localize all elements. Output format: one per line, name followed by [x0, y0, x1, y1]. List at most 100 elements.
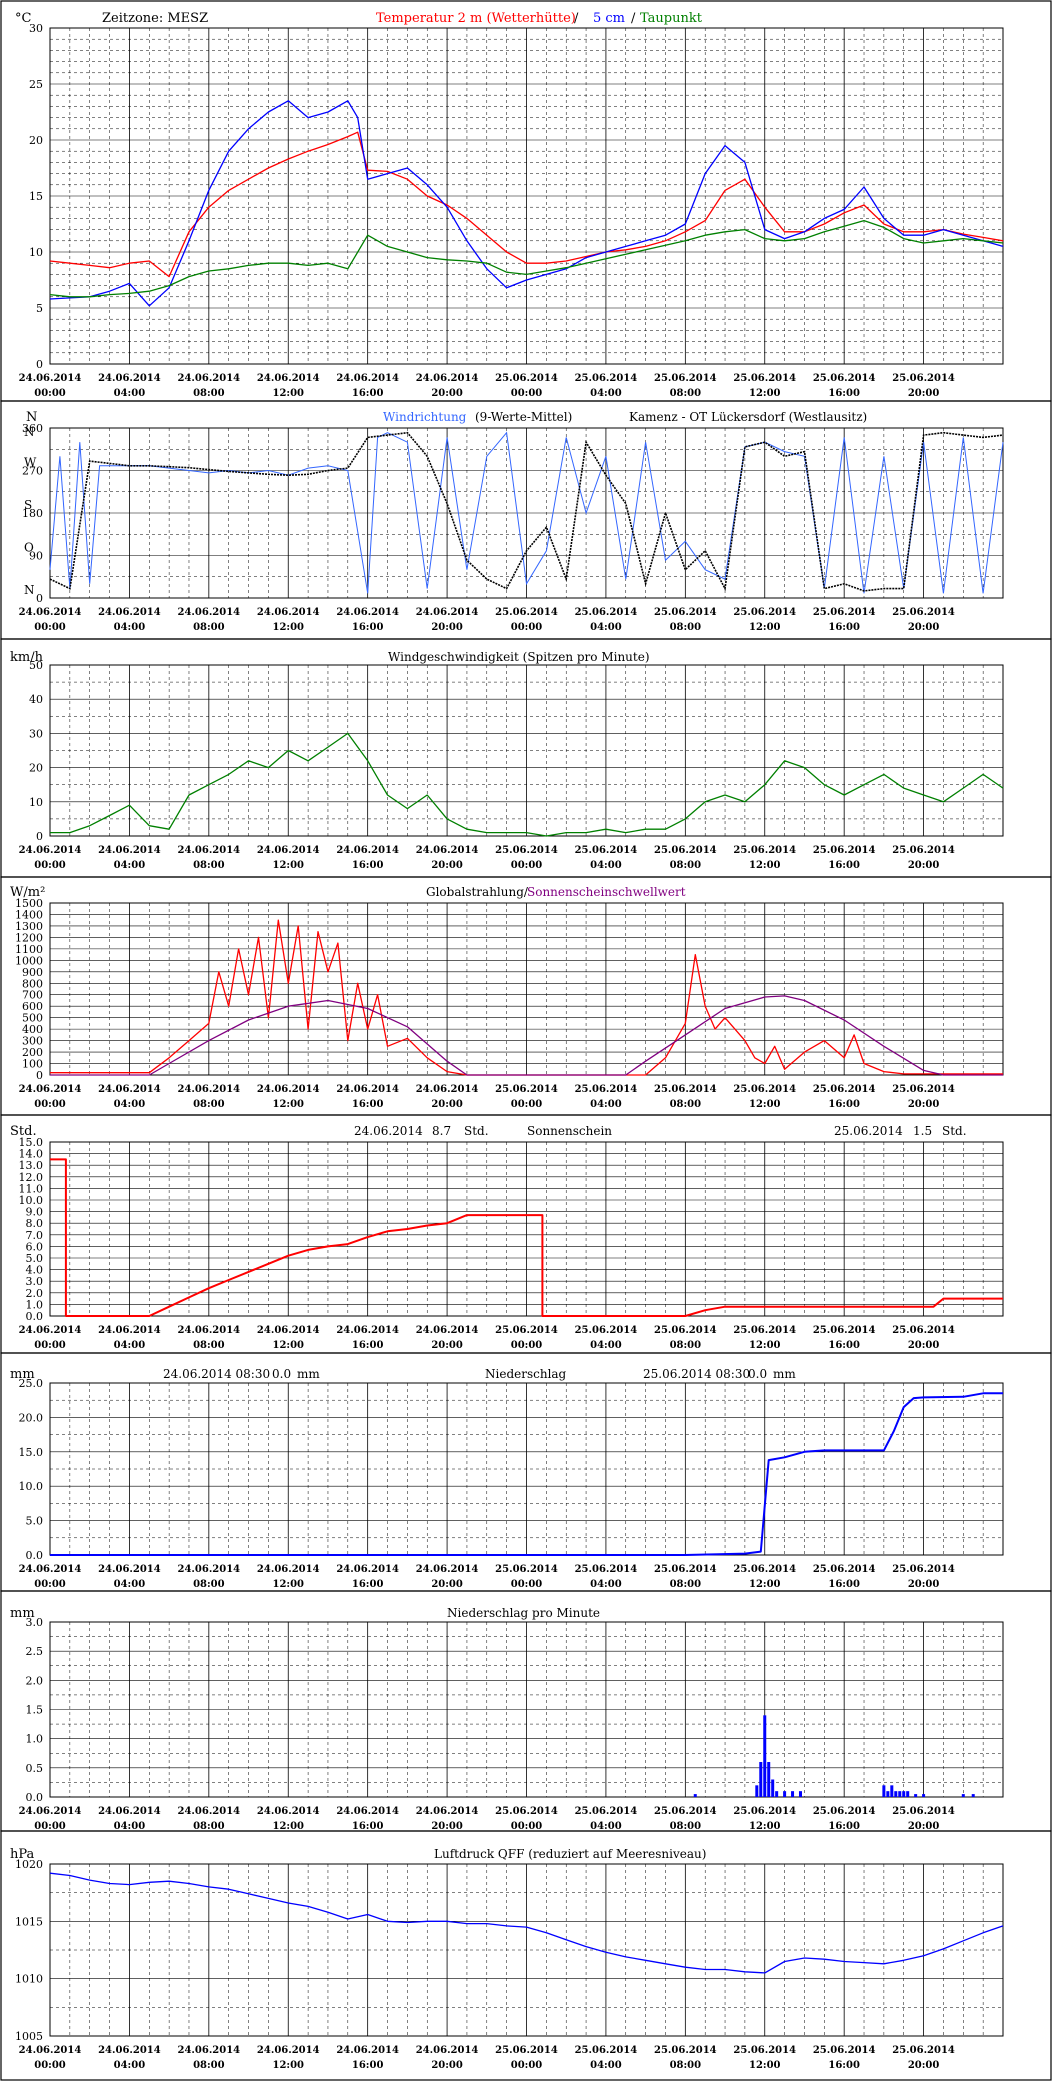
compass-label: O [24, 541, 34, 555]
x-tick-date: 25.06.2014 [654, 2045, 717, 2056]
y-unit-label: °C [15, 11, 32, 26]
x-tick-date: 25.06.2014 [495, 607, 558, 618]
x-tick-time: 20:00 [908, 860, 940, 871]
x-tick-date: 24.06.2014 [336, 1806, 399, 1817]
precip-bar [902, 1791, 906, 1797]
x-tick-time: 04:00 [114, 1821, 146, 1832]
x-tick-date: 24.06.2014 [257, 373, 320, 384]
x-tick-time: 08:00 [670, 1579, 702, 1590]
x-tick-date: 25.06.2014 [813, 1084, 876, 1095]
x-tick-time: 20:00 [908, 2060, 940, 2071]
y-tick-label: 5 [36, 302, 43, 315]
y-tick-label: 1100 [15, 943, 43, 956]
x-tick-time: 08:00 [670, 2060, 702, 2071]
series-line [50, 995, 1003, 1076]
x-tick-date: 24.06.2014 [257, 1806, 320, 1817]
x-tick-time: 00:00 [511, 2060, 543, 2071]
x-tick-time: 04:00 [590, 1340, 622, 1351]
x-tick-time: 20:00 [908, 1579, 940, 1590]
x-tick-date: 25.06.2014 [813, 845, 876, 856]
y-tick-label: 2.0 [26, 1287, 44, 1300]
y-tick-label: 200 [22, 1046, 43, 1059]
precip-bar [886, 1791, 890, 1797]
x-tick-time: 08:00 [193, 2060, 225, 2071]
x-tick-time: 12:00 [749, 1099, 781, 1110]
chart-header-text: 8.7 [432, 1124, 451, 1138]
x-tick-date: 24.06.2014 [19, 845, 82, 856]
y-tick-label: 7.0 [26, 1229, 44, 1242]
precip-bar [898, 1791, 902, 1797]
x-tick-date: 25.06.2014 [495, 1806, 558, 1817]
y-tick-label: 10 [29, 246, 43, 259]
x-tick-date: 25.06.2014 [892, 2045, 955, 2056]
y-tick-label: 0 [36, 358, 43, 371]
y-tick-label: 700 [22, 989, 43, 1002]
x-tick-date: 24.06.2014 [98, 1806, 161, 1817]
precip-bar [971, 1794, 975, 1797]
series-line [49, 131, 1004, 278]
x-tick-date: 24.06.2014 [98, 1084, 161, 1095]
x-tick-date: 24.06.2014 [178, 1806, 241, 1817]
precip-bar [759, 1762, 763, 1797]
x-tick-date: 25.06.2014 [813, 1806, 876, 1817]
x-tick-date: 24.06.2014 [98, 845, 161, 856]
x-tick-date: 25.06.2014 [575, 1084, 638, 1095]
y-unit-label: mm [10, 1606, 35, 1621]
chart-header-text: Windrichtung [383, 410, 467, 424]
x-tick-time: 08:00 [193, 1579, 225, 1590]
x-tick-time: 00:00 [34, 388, 66, 399]
x-tick-time: 16:00 [352, 622, 384, 633]
x-tick-date: 24.06.2014 [98, 2045, 161, 2056]
chart-header-text: Std. [464, 1124, 489, 1138]
x-tick-time: 00:00 [34, 1340, 66, 1351]
y-tick-label: 800 [22, 977, 43, 990]
x-tick-time: 16:00 [828, 1821, 860, 1832]
x-tick-time: 04:00 [114, 388, 146, 399]
x-tick-time: 00:00 [511, 622, 543, 633]
y-unit-label: Std. [10, 1124, 37, 1139]
x-tick-date: 25.06.2014 [892, 1325, 955, 1336]
chart-header-text: Std. [942, 1124, 967, 1138]
x-tick-time: 12:00 [749, 622, 781, 633]
x-tick-date: 25.06.2014 [575, 373, 638, 384]
y-tick-label: 4.0 [26, 1264, 44, 1277]
x-tick-time: 12:00 [272, 1579, 304, 1590]
y-tick-label: 1005 [15, 2030, 43, 2043]
x-tick-date: 24.06.2014 [416, 2045, 479, 2056]
x-tick-date: 25.06.2014 [495, 1084, 558, 1095]
y-tick-label: 11.0 [19, 1182, 44, 1195]
x-tick-time: 12:00 [749, 1821, 781, 1832]
x-tick-date: 24.06.2014 [416, 373, 479, 384]
x-tick-date: 24.06.2014 [336, 845, 399, 856]
chart-header-text: / [631, 11, 636, 26]
chart-header-text: Sonnenscheinschwellwert [527, 885, 686, 899]
chart-header-text: Taupunkt [640, 11, 703, 26]
chart-header-text: 25.06.2014 [834, 1124, 903, 1138]
x-tick-time: 20:00 [908, 1099, 940, 1110]
series-line [50, 1158, 1003, 1317]
precip-bar [783, 1791, 787, 1797]
y-tick-label: 3.0 [26, 1616, 44, 1629]
x-tick-date: 24.06.2014 [98, 1564, 161, 1575]
x-tick-date: 24.06.2014 [416, 1806, 479, 1817]
x-tick-time: 16:00 [352, 1821, 384, 1832]
series-line [49, 1872, 1004, 1974]
y-tick-label: 900 [22, 966, 43, 979]
x-tick-date: 24.06.2014 [19, 1084, 82, 1095]
x-tick-time: 16:00 [828, 388, 860, 399]
x-tick-time: 20:00 [431, 860, 463, 871]
x-tick-date: 25.06.2014 [813, 1325, 876, 1336]
chart-header-text: / [574, 11, 579, 26]
precip-bar [894, 1791, 898, 1797]
x-tick-date: 24.06.2014 [19, 1564, 82, 1575]
x-tick-date: 24.06.2014 [416, 1564, 479, 1575]
y-tick-label: 360 [22, 422, 43, 435]
y-tick-label: 1015 [15, 1915, 43, 1928]
x-tick-date: 25.06.2014 [654, 607, 717, 618]
x-tick-time: 16:00 [352, 1340, 384, 1351]
x-tick-time: 20:00 [431, 388, 463, 399]
precip-bar [767, 1762, 771, 1797]
x-tick-time: 08:00 [193, 1821, 225, 1832]
x-tick-date: 25.06.2014 [654, 373, 717, 384]
